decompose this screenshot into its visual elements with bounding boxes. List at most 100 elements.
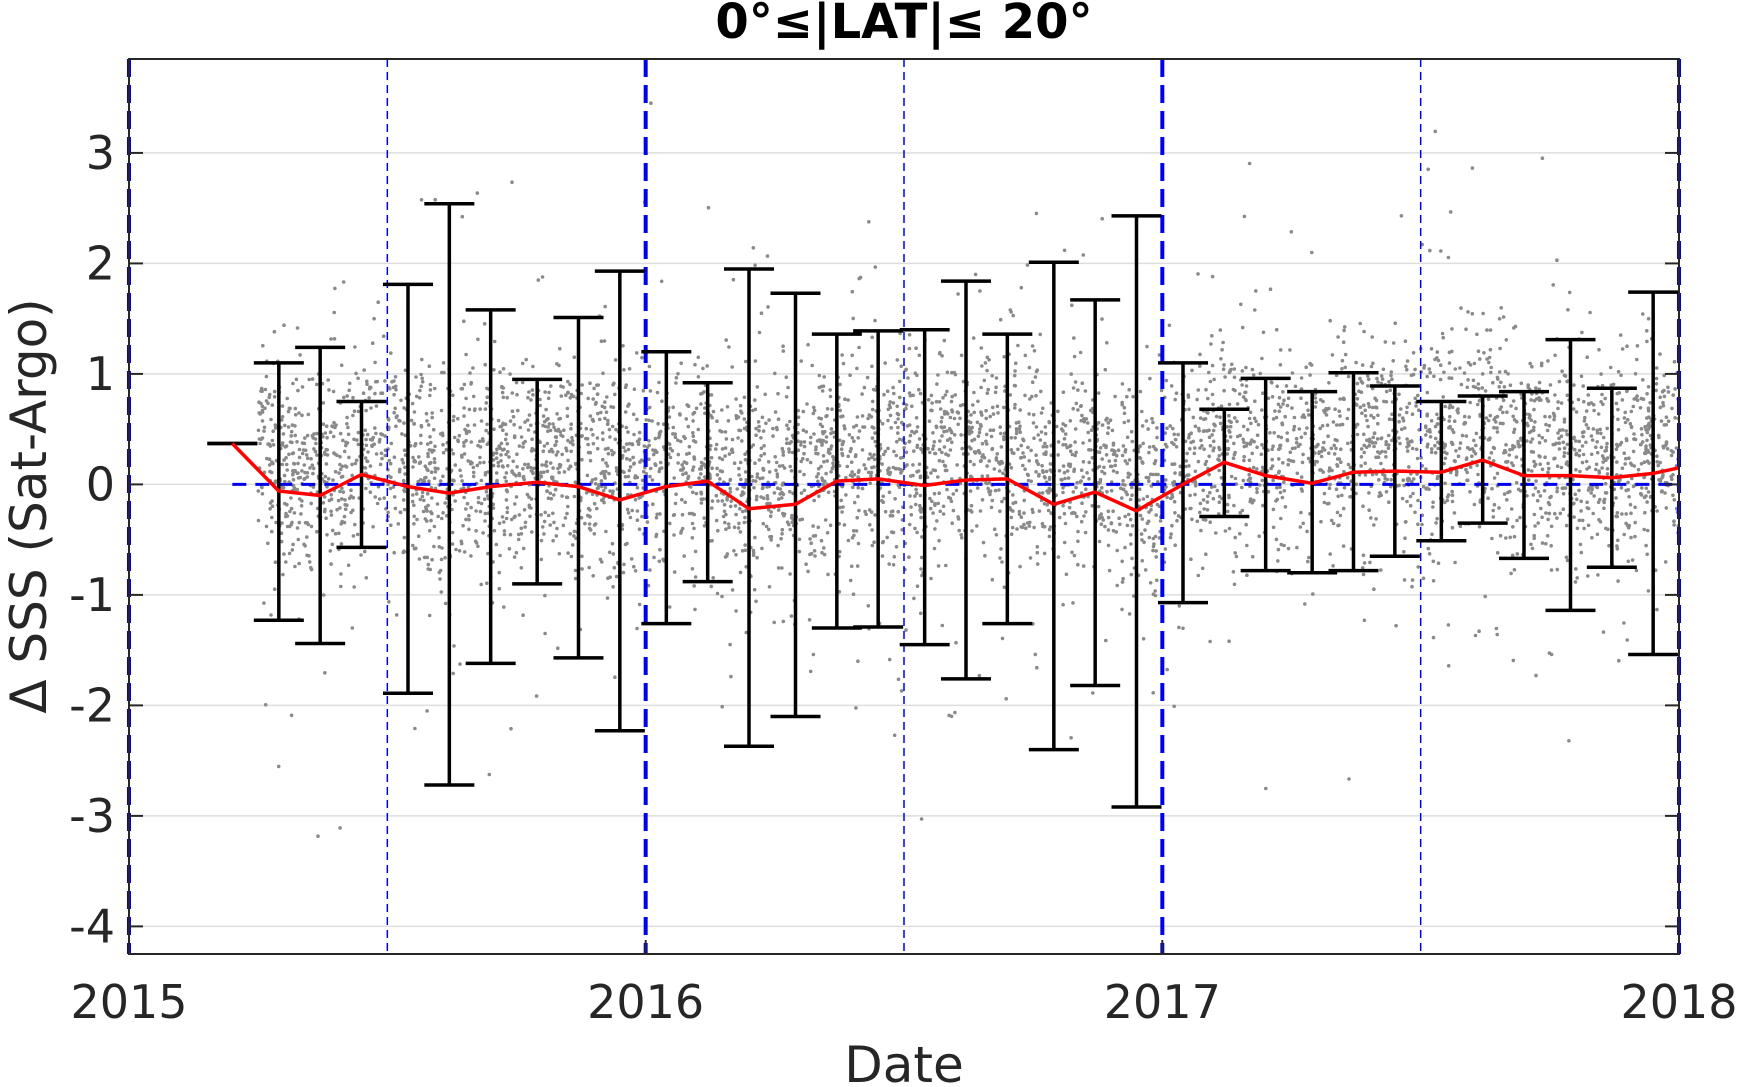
scatter-point <box>267 463 272 467</box>
scatter-point <box>1260 408 1264 412</box>
scatter-point <box>809 541 813 545</box>
scatter-point <box>1529 542 1533 547</box>
scatter-point <box>1159 388 1164 393</box>
scatter-point <box>735 487 739 491</box>
scatter-point <box>982 455 987 460</box>
scatter-point <box>696 427 701 432</box>
scatter-point <box>947 713 951 718</box>
scatter-point <box>478 439 482 444</box>
scatter-point <box>555 412 559 416</box>
scatter-point <box>1435 476 1440 481</box>
scatter-point <box>1363 461 1367 466</box>
scatter-point <box>1537 440 1542 445</box>
scatter-point <box>789 440 794 444</box>
scatter-point <box>1383 473 1387 478</box>
scatter-point <box>1488 436 1492 441</box>
scatter-point <box>1443 481 1447 486</box>
scatter-point <box>413 726 417 731</box>
scatter-point <box>1074 450 1078 455</box>
scatter-point <box>1143 528 1147 532</box>
scatter-point <box>1084 510 1088 514</box>
scatter-point <box>897 437 902 442</box>
scatter-point <box>648 389 653 393</box>
scatter-point <box>1244 522 1248 527</box>
scatter-point <box>1222 388 1226 393</box>
scatter-point <box>504 479 509 484</box>
scatter-point <box>274 520 278 525</box>
scatter-point <box>1519 392 1523 397</box>
scatter-point <box>851 485 855 490</box>
scatter-point <box>1669 449 1674 453</box>
scatter-point <box>1529 429 1534 433</box>
scatter-point <box>1407 465 1411 469</box>
scatter-point <box>593 477 598 481</box>
scatter-point <box>841 505 845 509</box>
scatter-point <box>920 535 924 539</box>
scatter-point <box>1446 623 1451 627</box>
scatter-point <box>1595 428 1599 433</box>
scatter-point <box>1497 317 1502 321</box>
scatter-point <box>808 537 812 541</box>
scatter-point <box>938 439 942 443</box>
scatter-point <box>869 473 873 478</box>
scatter-point <box>1577 518 1582 523</box>
scatter-point <box>1061 503 1065 508</box>
scatter-point <box>1498 421 1503 426</box>
scatter-point <box>1120 559 1124 564</box>
scatter-point <box>611 405 616 410</box>
scatter-point <box>928 496 932 501</box>
scatter-point <box>654 515 659 520</box>
scatter-point <box>1560 369 1564 374</box>
scatter-point <box>1499 380 1503 385</box>
scatter-point <box>816 466 821 471</box>
scatter-point <box>1359 390 1364 395</box>
scatter-point <box>1433 129 1438 134</box>
scatter-point <box>1575 576 1579 580</box>
scatter-point <box>1487 355 1492 360</box>
scatter-point <box>1209 485 1214 489</box>
scatter-point <box>1360 566 1365 570</box>
scatter-point <box>1274 415 1279 420</box>
scatter-point <box>985 474 990 478</box>
scatter-point <box>1026 473 1030 478</box>
scatter-point <box>1405 359 1410 363</box>
scatter-point <box>1121 444 1126 448</box>
scatter-point <box>1581 434 1585 439</box>
scatter-point <box>1009 515 1014 520</box>
scatter-point <box>611 382 615 387</box>
scatter-point <box>883 509 888 514</box>
scatter-point <box>716 499 720 503</box>
scatter-point <box>1431 579 1436 583</box>
scatter-point <box>321 501 326 505</box>
scatter-point <box>1466 310 1470 314</box>
scatter-point <box>1439 249 1443 253</box>
scatter-point <box>1034 425 1039 429</box>
scatter-point <box>349 494 353 499</box>
scatter-point <box>1376 455 1381 460</box>
scatter-point <box>311 485 316 489</box>
scatter-point <box>1456 454 1461 459</box>
scatter-point <box>270 515 274 520</box>
scatter-point <box>1670 477 1674 482</box>
scatter-point <box>755 555 759 560</box>
scatter-point <box>505 395 510 400</box>
scatter-point <box>804 562 808 566</box>
scatter-point <box>1446 255 1451 260</box>
scatter-point <box>373 360 377 365</box>
scatter-point <box>305 553 309 558</box>
scatter-point <box>272 587 277 591</box>
scatter-point <box>1275 497 1280 502</box>
scatter-point <box>674 492 678 497</box>
scatter-point <box>1217 458 1221 463</box>
scatter-point <box>1196 272 1200 276</box>
scatter-point <box>1286 546 1291 551</box>
scatter-point <box>262 425 267 430</box>
scatter-point <box>469 505 473 510</box>
scatter-point <box>1526 385 1530 390</box>
scatter-point <box>926 398 931 402</box>
scatter-point <box>768 514 773 518</box>
scatter-point <box>1270 457 1274 462</box>
scatter-point <box>430 415 435 420</box>
scatter-point <box>1214 531 1218 535</box>
scatter-point <box>1242 454 1246 459</box>
